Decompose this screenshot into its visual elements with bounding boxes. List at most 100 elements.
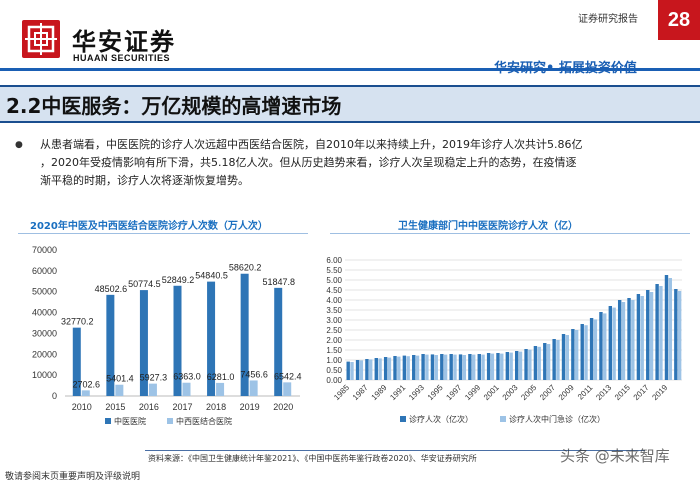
y-tick-label: 5.00 bbox=[326, 276, 342, 285]
bar-visits bbox=[496, 353, 500, 380]
bar-outpatient-visits bbox=[574, 330, 579, 380]
bar-integrated-hospital bbox=[81, 390, 90, 396]
y-tick-label: 20000 bbox=[32, 349, 57, 359]
x-tick-label: 2009 bbox=[557, 383, 576, 402]
bar-visits bbox=[646, 290, 650, 380]
bar-data-label: 5401.4 bbox=[106, 374, 134, 384]
bar-visits bbox=[365, 359, 369, 380]
x-tick-label: 1985 bbox=[332, 383, 351, 402]
bar-outpatient-visits bbox=[509, 352, 513, 380]
bar-outpatient-visits bbox=[443, 354, 448, 380]
bar-outpatient-visits bbox=[668, 278, 672, 380]
x-tick-label: 1999 bbox=[463, 383, 482, 402]
bar-visits bbox=[627, 298, 631, 380]
source-divider bbox=[145, 450, 645, 451]
bar-outpatient-visits bbox=[387, 357, 392, 380]
legend-swatch bbox=[500, 416, 506, 422]
y-tick-label: 3.00 bbox=[326, 316, 342, 325]
bar-data-label: 48502.6 bbox=[95, 284, 128, 294]
bar-visits bbox=[655, 284, 659, 380]
bar-outpatient-visits bbox=[546, 344, 551, 380]
x-tick-label: 2003 bbox=[501, 383, 520, 402]
bar-visits bbox=[355, 360, 360, 380]
bar-visits bbox=[440, 354, 444, 380]
x-tick-label: 2005 bbox=[519, 383, 538, 402]
bar-visits bbox=[477, 354, 481, 380]
bar-tcm-hospital bbox=[240, 273, 249, 396]
bar-tcm-hospital bbox=[72, 327, 81, 396]
x-tick-label: 2010 bbox=[72, 402, 92, 412]
bar-visits bbox=[393, 356, 397, 380]
bar-outpatient-visits bbox=[425, 354, 429, 380]
legend-label: 中医医院 bbox=[114, 416, 146, 426]
bar-data-label: 7456.6 bbox=[240, 369, 268, 379]
bar-outpatient-visits bbox=[471, 354, 476, 380]
y-tick-label: 0.50 bbox=[326, 366, 342, 375]
x-tick-label: 2001 bbox=[482, 383, 501, 402]
bar-outpatient-visits bbox=[369, 359, 373, 380]
y-tick-label: 0 bbox=[52, 391, 57, 401]
bar-visits bbox=[674, 289, 678, 380]
bullet-line: 从患者端看，中医医院的诊疗人次远超中西医结合医院，自2010年以来持续上升，20… bbox=[40, 138, 583, 151]
y-tick-label: 0.00 bbox=[326, 376, 342, 385]
legend-swatch bbox=[105, 418, 111, 424]
x-tick-label: 1991 bbox=[388, 383, 407, 402]
y-tick-label: 5.50 bbox=[326, 266, 342, 275]
y-tick-label: 4.50 bbox=[326, 286, 342, 295]
x-tick-label: 2011 bbox=[576, 383, 595, 402]
bar-outpatient-visits bbox=[621, 302, 626, 380]
bar-outpatient-visits bbox=[612, 307, 616, 380]
bar-visits bbox=[468, 354, 472, 380]
bar-integrated-hospital bbox=[283, 382, 292, 396]
y-tick-label: 2.00 bbox=[326, 336, 342, 345]
y-tick-label: 4.00 bbox=[326, 296, 342, 305]
bar-outpatient-visits bbox=[518, 351, 523, 380]
bar-data-label: 6281.0 bbox=[207, 372, 235, 382]
bar-tcm-hospital bbox=[139, 290, 148, 396]
bar-outpatient-visits bbox=[415, 355, 420, 380]
bar-visits bbox=[617, 300, 622, 380]
bar-outpatient-visits bbox=[584, 325, 588, 380]
bar-visits bbox=[421, 354, 425, 380]
bar-visits bbox=[664, 275, 669, 380]
watermark: 头条 @未来智库 bbox=[560, 447, 670, 465]
bar-outpatient-visits bbox=[659, 286, 663, 380]
chart2-svg: 0.000.501.001.502.002.503.003.504.004.50… bbox=[326, 256, 682, 424]
legend-swatch bbox=[167, 418, 173, 424]
x-tick-label: 2015 bbox=[105, 402, 125, 412]
y-tick-label: 1.00 bbox=[326, 356, 342, 365]
bar-outpatient-visits bbox=[537, 346, 541, 380]
bar-outpatient-visits bbox=[481, 354, 485, 380]
bar-outpatient-visits bbox=[490, 353, 495, 380]
bar-visits bbox=[589, 318, 594, 380]
brand-name-en: HUAAN SECURITIES bbox=[73, 53, 171, 63]
brand-logo-icon bbox=[22, 20, 60, 58]
bar-outpatient-visits bbox=[500, 353, 504, 380]
bar-outpatient-visits bbox=[453, 354, 457, 380]
source-note: 资料来源：《中国卫生健康统计年鉴2021》、《中国中医药年鉴行政卷2020》、华… bbox=[148, 454, 477, 463]
bar-tcm-hospital bbox=[274, 287, 283, 396]
brand-name-cn: 华安证券 bbox=[72, 27, 176, 56]
chart1-title-rule bbox=[18, 233, 308, 234]
bar-data-label: 54840.5 bbox=[195, 271, 228, 281]
bar-integrated-hospital bbox=[182, 382, 191, 396]
page-number: 28 bbox=[658, 0, 700, 40]
bullet-paragraph: 从患者端看，中医医院的诊疗人次远超中西医结合医院，自2010年以来持续上升，20… bbox=[40, 136, 680, 190]
x-tick-label: 2016 bbox=[139, 402, 159, 412]
bullet-line: ，2020年受疫情影响有所下滑，共5.18亿人次。但从历史趋势来看，诊疗人次呈现… bbox=[40, 156, 577, 169]
x-tick-label: 2017 bbox=[172, 402, 192, 412]
chart1-svg: 0 10000 20000 30000 40000 50000 60000 70000 3277… bbox=[32, 245, 302, 426]
x-tick-label: 1989 bbox=[370, 383, 389, 402]
bar-outpatient-visits bbox=[631, 300, 635, 380]
chart1-title: 2020年中医及中西医结合医院诊疗人次数（万人次） bbox=[30, 221, 268, 232]
bar-visits bbox=[458, 354, 463, 380]
bar-tcm-hospital bbox=[207, 281, 216, 396]
bar-outpatient-visits bbox=[434, 355, 438, 380]
y-tick-label: 30000 bbox=[32, 328, 57, 338]
chart2-title: 卫生健康部门中中医医院诊疗人次（亿） bbox=[398, 221, 578, 232]
bar-visits bbox=[599, 312, 603, 380]
document-type: 证券研究报告 bbox=[578, 14, 638, 25]
bar-outpatient-visits bbox=[406, 356, 410, 380]
bar-visits bbox=[561, 334, 566, 380]
bar-data-label: 6363.0 bbox=[173, 372, 201, 382]
